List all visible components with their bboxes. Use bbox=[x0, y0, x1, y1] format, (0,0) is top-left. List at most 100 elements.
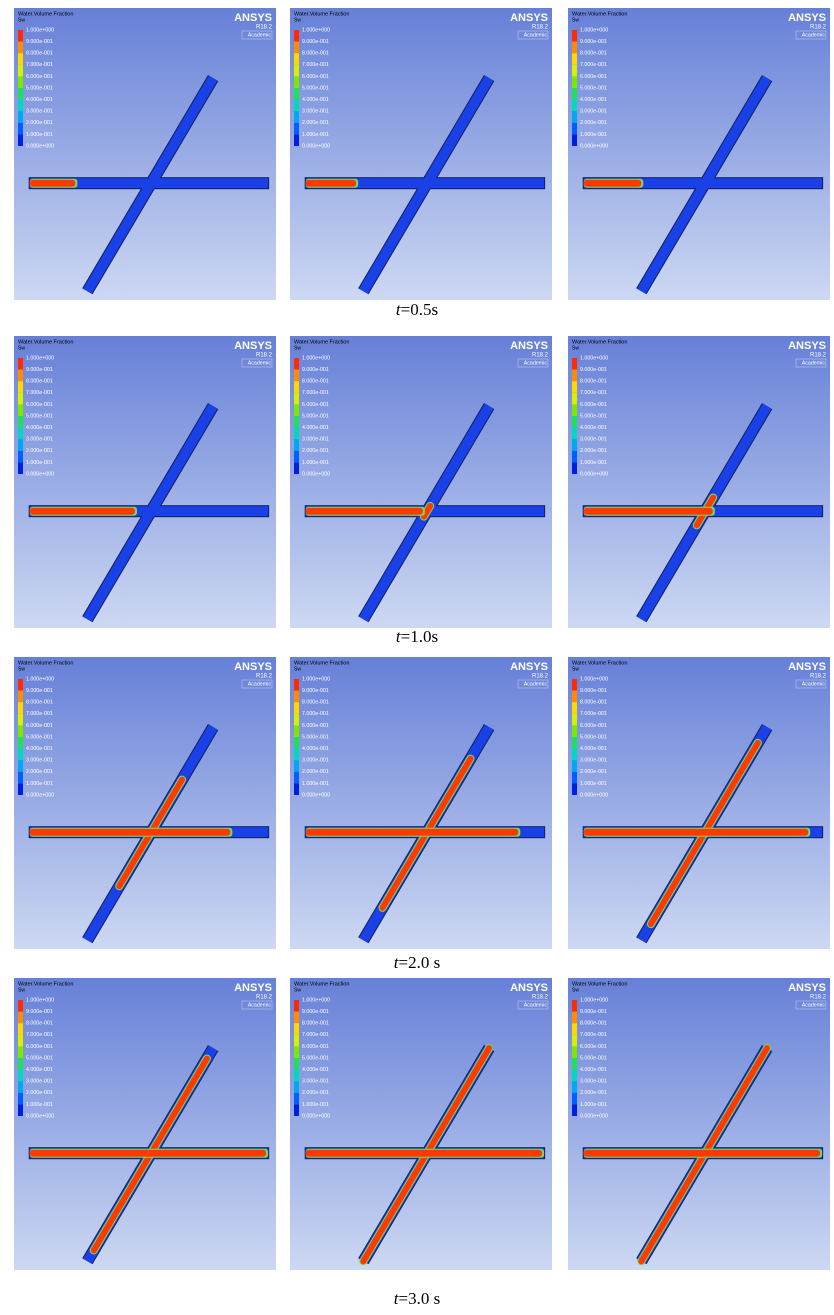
legend-label: 1.000e+000 bbox=[26, 27, 54, 33]
legend-swatch bbox=[18, 737, 23, 749]
legend-swatch bbox=[18, 749, 23, 761]
legend-swatch bbox=[294, 53, 299, 65]
legend-swatch bbox=[572, 1046, 577, 1058]
legend-swatch bbox=[294, 725, 299, 737]
legend-swatch bbox=[294, 1104, 299, 1116]
legend-label: 1.000e+000 bbox=[580, 997, 608, 1003]
legend-swatch bbox=[572, 691, 577, 703]
legend-label: 0.000e+000 bbox=[26, 143, 54, 149]
legend-swatch bbox=[294, 439, 299, 451]
legend-swatch bbox=[18, 1023, 23, 1035]
legend-label: 8.000e-001 bbox=[26, 1021, 53, 1027]
legend-label: 8.000e-001 bbox=[302, 700, 329, 706]
legend-swatch bbox=[294, 1035, 299, 1047]
brand: ANSYS bbox=[510, 340, 548, 352]
legend-swatch bbox=[572, 381, 577, 393]
legend-label: 1.000e-001 bbox=[302, 132, 329, 138]
legend-label: 5.000e-001 bbox=[580, 1055, 607, 1061]
simulation-panel: Water.Volume FractionSw1.000e+0009.000e-… bbox=[14, 657, 276, 949]
license: Academic bbox=[524, 32, 548, 38]
legend-swatch bbox=[294, 749, 299, 761]
legend-label: 1.000e+000 bbox=[580, 676, 608, 682]
legend-swatch bbox=[18, 1104, 23, 1116]
panel-background bbox=[568, 657, 830, 949]
legend-title: Water.Volume Fraction bbox=[18, 981, 73, 987]
legend-variable: Sw bbox=[572, 17, 579, 23]
version: R18.2 bbox=[810, 995, 827, 1001]
legend-label: 7.000e-001 bbox=[26, 62, 53, 68]
legend-label: 5.000e-001 bbox=[302, 1055, 329, 1061]
legend-swatch bbox=[294, 416, 299, 428]
panel-background bbox=[14, 978, 276, 1270]
simulation-panel: Water.Volume FractionSw1.000e+0009.000e-… bbox=[568, 336, 830, 628]
legend-label: 4.000e-001 bbox=[580, 746, 607, 752]
legend-variable: Sw bbox=[572, 666, 579, 672]
legend-swatch bbox=[572, 53, 577, 65]
legend-swatch bbox=[572, 783, 577, 795]
simulation-panel: Water.Volume FractionSw1.000e+0009.000e-… bbox=[568, 657, 830, 949]
legend-label: 1.000e+000 bbox=[26, 355, 54, 361]
legend-label: 2.000e-001 bbox=[26, 120, 53, 126]
legend-swatch bbox=[294, 370, 299, 382]
legend-label: 7.000e-001 bbox=[26, 1032, 53, 1038]
license: Academic bbox=[524, 1002, 548, 1008]
legend-label: 5.000e-001 bbox=[302, 85, 329, 91]
legend-swatch bbox=[572, 749, 577, 761]
legend-label: 7.000e-001 bbox=[302, 390, 329, 396]
legend-swatch bbox=[572, 1081, 577, 1093]
legend-label: 3.000e-001 bbox=[302, 758, 329, 764]
legend-swatch bbox=[572, 1012, 577, 1024]
legend-swatch bbox=[294, 702, 299, 714]
legend-label: 2.000e-001 bbox=[580, 120, 607, 126]
legend-swatch bbox=[18, 1046, 23, 1058]
legend-variable: Sw bbox=[18, 987, 25, 993]
legend-label: 9.000e-001 bbox=[302, 367, 329, 373]
legend-swatch bbox=[18, 1058, 23, 1070]
legend-label: 9.000e-001 bbox=[26, 1009, 53, 1015]
legend-label: 0.000e+000 bbox=[580, 1113, 608, 1119]
legend-label: 1.000e-001 bbox=[580, 132, 607, 138]
legend-label: 1.000e+000 bbox=[302, 355, 330, 361]
fluid bbox=[584, 180, 642, 187]
time-caption: t=2.0 s bbox=[394, 953, 440, 972]
legend-swatch bbox=[572, 1104, 577, 1116]
legend-label: 4.000e-001 bbox=[26, 97, 53, 103]
legend-label: 1.000e-001 bbox=[26, 1102, 53, 1108]
legend-label: 0.000e+000 bbox=[302, 143, 330, 149]
legend-variable: Sw bbox=[294, 17, 301, 23]
legend-label: 2.000e-001 bbox=[302, 448, 329, 454]
legend-label: 2.000e-001 bbox=[26, 1090, 53, 1096]
legend-swatch bbox=[294, 772, 299, 784]
legend-label: 8.000e-001 bbox=[580, 1021, 607, 1027]
legend-label: 5.000e-001 bbox=[26, 85, 53, 91]
panel-background bbox=[290, 336, 552, 628]
legend-swatch bbox=[572, 1035, 577, 1047]
panel-background bbox=[290, 657, 552, 949]
brand: ANSYS bbox=[788, 340, 826, 352]
legend-label: 8.000e-001 bbox=[26, 51, 53, 57]
legend-label: 6.000e-001 bbox=[580, 1044, 607, 1050]
time-caption: t=3.0 s bbox=[394, 1289, 440, 1308]
version: R18.2 bbox=[532, 995, 549, 1001]
legend-swatch bbox=[572, 134, 577, 146]
version: R18.2 bbox=[256, 353, 273, 359]
legend-swatch bbox=[294, 134, 299, 146]
legend-swatch bbox=[294, 760, 299, 772]
legend-label: 4.000e-001 bbox=[580, 1067, 607, 1073]
legend-label: 1.000e+000 bbox=[302, 27, 330, 33]
legend-swatch bbox=[18, 30, 23, 42]
legend-label: 3.000e-001 bbox=[580, 437, 607, 443]
legend-title: Water.Volume Fraction bbox=[18, 339, 73, 345]
legend-swatch bbox=[294, 737, 299, 749]
time-value: =0.5s bbox=[401, 300, 438, 319]
legend-swatch bbox=[18, 404, 23, 416]
legend-swatch bbox=[18, 76, 23, 88]
legend-swatch bbox=[294, 88, 299, 100]
legend-swatch bbox=[294, 123, 299, 135]
legend-swatch bbox=[18, 134, 23, 146]
legend-title: Water.Volume Fraction bbox=[18, 11, 73, 17]
version: R18.2 bbox=[532, 25, 549, 31]
legend-swatch bbox=[572, 1070, 577, 1082]
legend-label: 1.000e-001 bbox=[26, 460, 53, 466]
legend-swatch bbox=[18, 111, 23, 123]
